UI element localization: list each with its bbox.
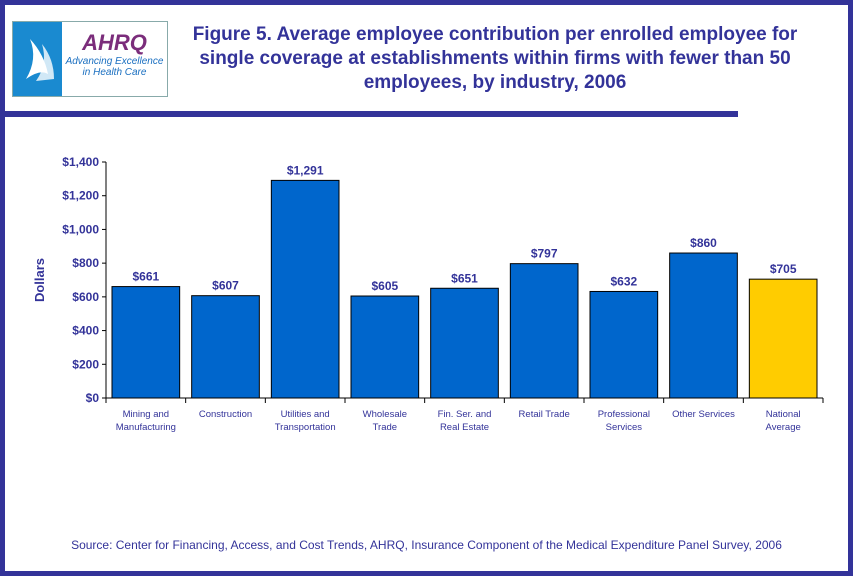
data-label: $651 — [451, 271, 478, 285]
x-tick-label: Utilities and — [281, 409, 330, 420]
data-label: $860 — [690, 236, 717, 250]
y-tick-label: $600 — [72, 290, 99, 304]
bar — [748, 278, 818, 399]
x-tick-label: Wholesale — [363, 409, 407, 420]
x-tick-label: Trade — [373, 422, 397, 433]
x-tick-label: Other Services — [672, 409, 735, 420]
x-tick-label: Transportation — [275, 422, 336, 433]
y-tick-label: $400 — [72, 324, 99, 338]
source-note: Source: Center for Financing, Access, an… — [71, 538, 782, 552]
data-label: $797 — [531, 247, 558, 261]
x-tick-label: Average — [766, 422, 801, 433]
y-tick-label: $800 — [72, 256, 99, 270]
x-tick-label: Services — [606, 422, 643, 433]
data-label: $632 — [610, 274, 637, 288]
data-label: $705 — [770, 262, 797, 276]
y-axis-label: Dollars — [32, 258, 47, 302]
ahrq-wordmark: AHRQ — [82, 30, 147, 55]
bar — [191, 295, 260, 399]
y-tick-label: $0 — [86, 391, 100, 405]
x-tick-label: Real Estate — [440, 422, 489, 433]
data-label: $1,291 — [287, 163, 324, 177]
bar — [350, 295, 420, 399]
y-tick-label: $1,200 — [62, 189, 99, 203]
x-tick-label: Mining and — [123, 409, 169, 420]
bar — [669, 252, 738, 399]
x-tick-label: Professional — [598, 409, 650, 420]
chart-title: Figure 5. Average employee contribution … — [192, 24, 798, 93]
y-tick-label: $200 — [72, 357, 99, 371]
bar-chart: $0 $200 $400 $600 $800 $1,000 $1,200 $1,400 Doll… — [32, 155, 824, 433]
x-tick-label: Fin. Ser. and — [438, 409, 492, 420]
bar — [589, 290, 659, 399]
header-divider — [5, 111, 738, 117]
x-tick-label: Construction — [199, 409, 252, 420]
bar — [509, 263, 579, 399]
x-tick-label: Retail Trade — [519, 409, 570, 420]
ahrq-logo: AHRQ Advancing Excellence in Health Care — [12, 21, 168, 97]
hhs-eagle-icon — [13, 22, 62, 96]
ahrq-tagline: Advancing Excellence in Health Care — [65, 56, 164, 78]
bar — [270, 179, 340, 399]
bar — [111, 286, 181, 399]
x-tick-label: Manufacturing — [116, 422, 176, 433]
bar — [430, 287, 499, 399]
x-tick-label: National — [766, 409, 801, 420]
data-label: $605 — [371, 279, 398, 293]
y-tick-label: $1,000 — [62, 222, 99, 236]
data-label: $661 — [132, 270, 159, 284]
data-label: $607 — [212, 279, 239, 293]
y-tick-label: $1,400 — [62, 155, 99, 169]
